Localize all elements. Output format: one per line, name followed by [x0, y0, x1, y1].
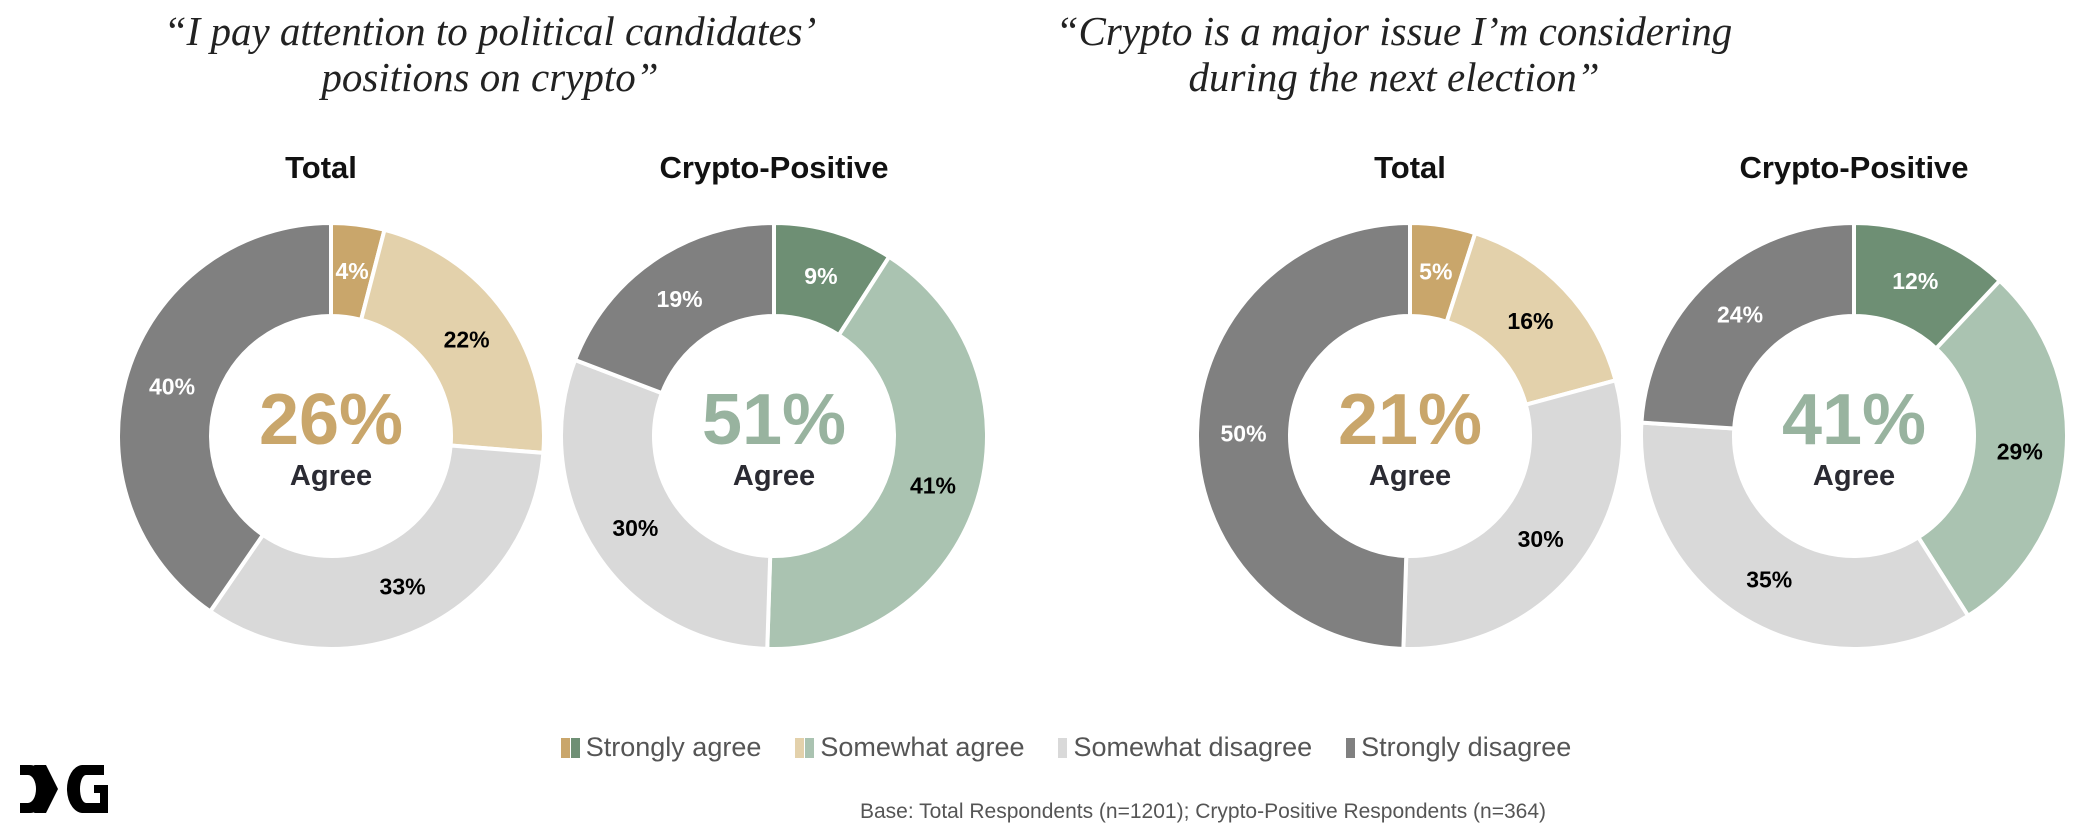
- legend-label: Strongly agree: [585, 732, 762, 762]
- data-label: 40%: [149, 374, 195, 400]
- legend: Strongly agree Somewhat agree Somewhat d…: [0, 732, 2092, 763]
- data-label: 22%: [444, 326, 490, 352]
- legend-somewhat-disagree: Somewhat disagree: [1058, 732, 1312, 763]
- data-label: 24%: [1717, 302, 1763, 328]
- swatch-light-green: [805, 737, 815, 758]
- data-label: 9%: [804, 263, 837, 289]
- center-value: 26%: [259, 380, 403, 460]
- data-label: 19%: [657, 286, 703, 312]
- center-value: 21%: [1338, 380, 1482, 460]
- chart-subtitle-positive-1: Crypto-Positive: [659, 150, 889, 185]
- donut-3: 12% 29% 35% 24% 41%Agree: [1639, 220, 2069, 651]
- slice-strongly-disagree: [1195, 220, 1412, 651]
- donut-charts: 4%22%33%40% 26%Agree9%41%30%19%51%Agree5%…: [116, 220, 2069, 651]
- title-line: positions on crypto”: [321, 54, 659, 100]
- chart-subtitle-total-2: Total: [1374, 150, 1446, 185]
- donut-2: 5% 16% 30% 50% 21%Agree: [1195, 220, 1625, 651]
- slice-somewhat-agree: [765, 254, 989, 651]
- data-label: 50%: [1220, 420, 1266, 446]
- slice-somewhat-agree: [358, 227, 546, 456]
- title-line: “Crypto is a major issue I’m considering: [1055, 8, 1733, 54]
- legend-strongly-disagree: Strongly disagree: [1346, 732, 1571, 763]
- legend-somewhat-agree: Somewhat agree: [795, 732, 1024, 763]
- slice-somewhat-disagree: [559, 357, 773, 651]
- data-label: 29%: [1997, 439, 2043, 465]
- data-label: 30%: [1518, 526, 1564, 552]
- legend-label: Somewhat disagree: [1073, 732, 1313, 762]
- chart-subtitle-positive-2: Crypto-Positive: [1739, 150, 1969, 185]
- data-label: 5%: [1419, 259, 1452, 285]
- swatch-dark-grey: [1346, 737, 1356, 758]
- donut-1: 9% 41% 30% 19% 51%Agree: [559, 220, 989, 651]
- base-note: Base: Total Respondents (n=1201); Crypto…: [860, 800, 1547, 823]
- slice-strongly-disagree: [1639, 220, 1856, 431]
- title-line: during the next election”: [1188, 54, 1600, 100]
- donut-0: 4% 22% 33% 40% 26%Agree: [116, 220, 546, 651]
- center-value: 51%: [702, 380, 846, 460]
- data-label: 4%: [335, 258, 368, 284]
- center-label: Agree: [1369, 460, 1451, 492]
- slice-somewhat-disagree: [207, 443, 546, 651]
- slice-strongly-disagree: [116, 220, 333, 615]
- legend-label: Somewhat agree: [820, 732, 1025, 762]
- question-title-1: “I pay attention to political candidates…: [90, 8, 890, 100]
- slice-somewhat-disagree: [1639, 420, 1971, 651]
- swatch-light-gold: [795, 737, 805, 758]
- data-label: 33%: [380, 573, 426, 599]
- data-label: 12%: [1892, 268, 1938, 294]
- data-label: 41%: [910, 472, 956, 498]
- data-label: 16%: [1507, 308, 1553, 334]
- swatch-gold: [560, 737, 570, 758]
- chart-subtitle-total-1: Total: [285, 150, 357, 185]
- swatch-light-grey: [1058, 737, 1068, 758]
- legend-strongly-agree: Strongly agree: [560, 732, 762, 763]
- question-title-2: “Crypto is a major issue I’m considering…: [994, 8, 1794, 100]
- slice-somewhat-disagree: [1401, 377, 1625, 651]
- dcg-logo: [20, 765, 108, 813]
- slice-somewhat-agree: [1915, 277, 2069, 619]
- legend-label: Strongly disagree: [1361, 732, 1572, 762]
- data-label: 35%: [1746, 566, 1792, 592]
- slice-strongly-disagree: [572, 220, 776, 396]
- center-label: Agree: [290, 460, 372, 492]
- data-label: 30%: [612, 515, 658, 541]
- center-value: 41%: [1782, 380, 1926, 460]
- title-line: “I pay attention to political candidates…: [163, 8, 817, 54]
- center-label: Agree: [733, 460, 815, 492]
- swatch-green: [570, 737, 580, 758]
- center-label: Agree: [1813, 460, 1895, 492]
